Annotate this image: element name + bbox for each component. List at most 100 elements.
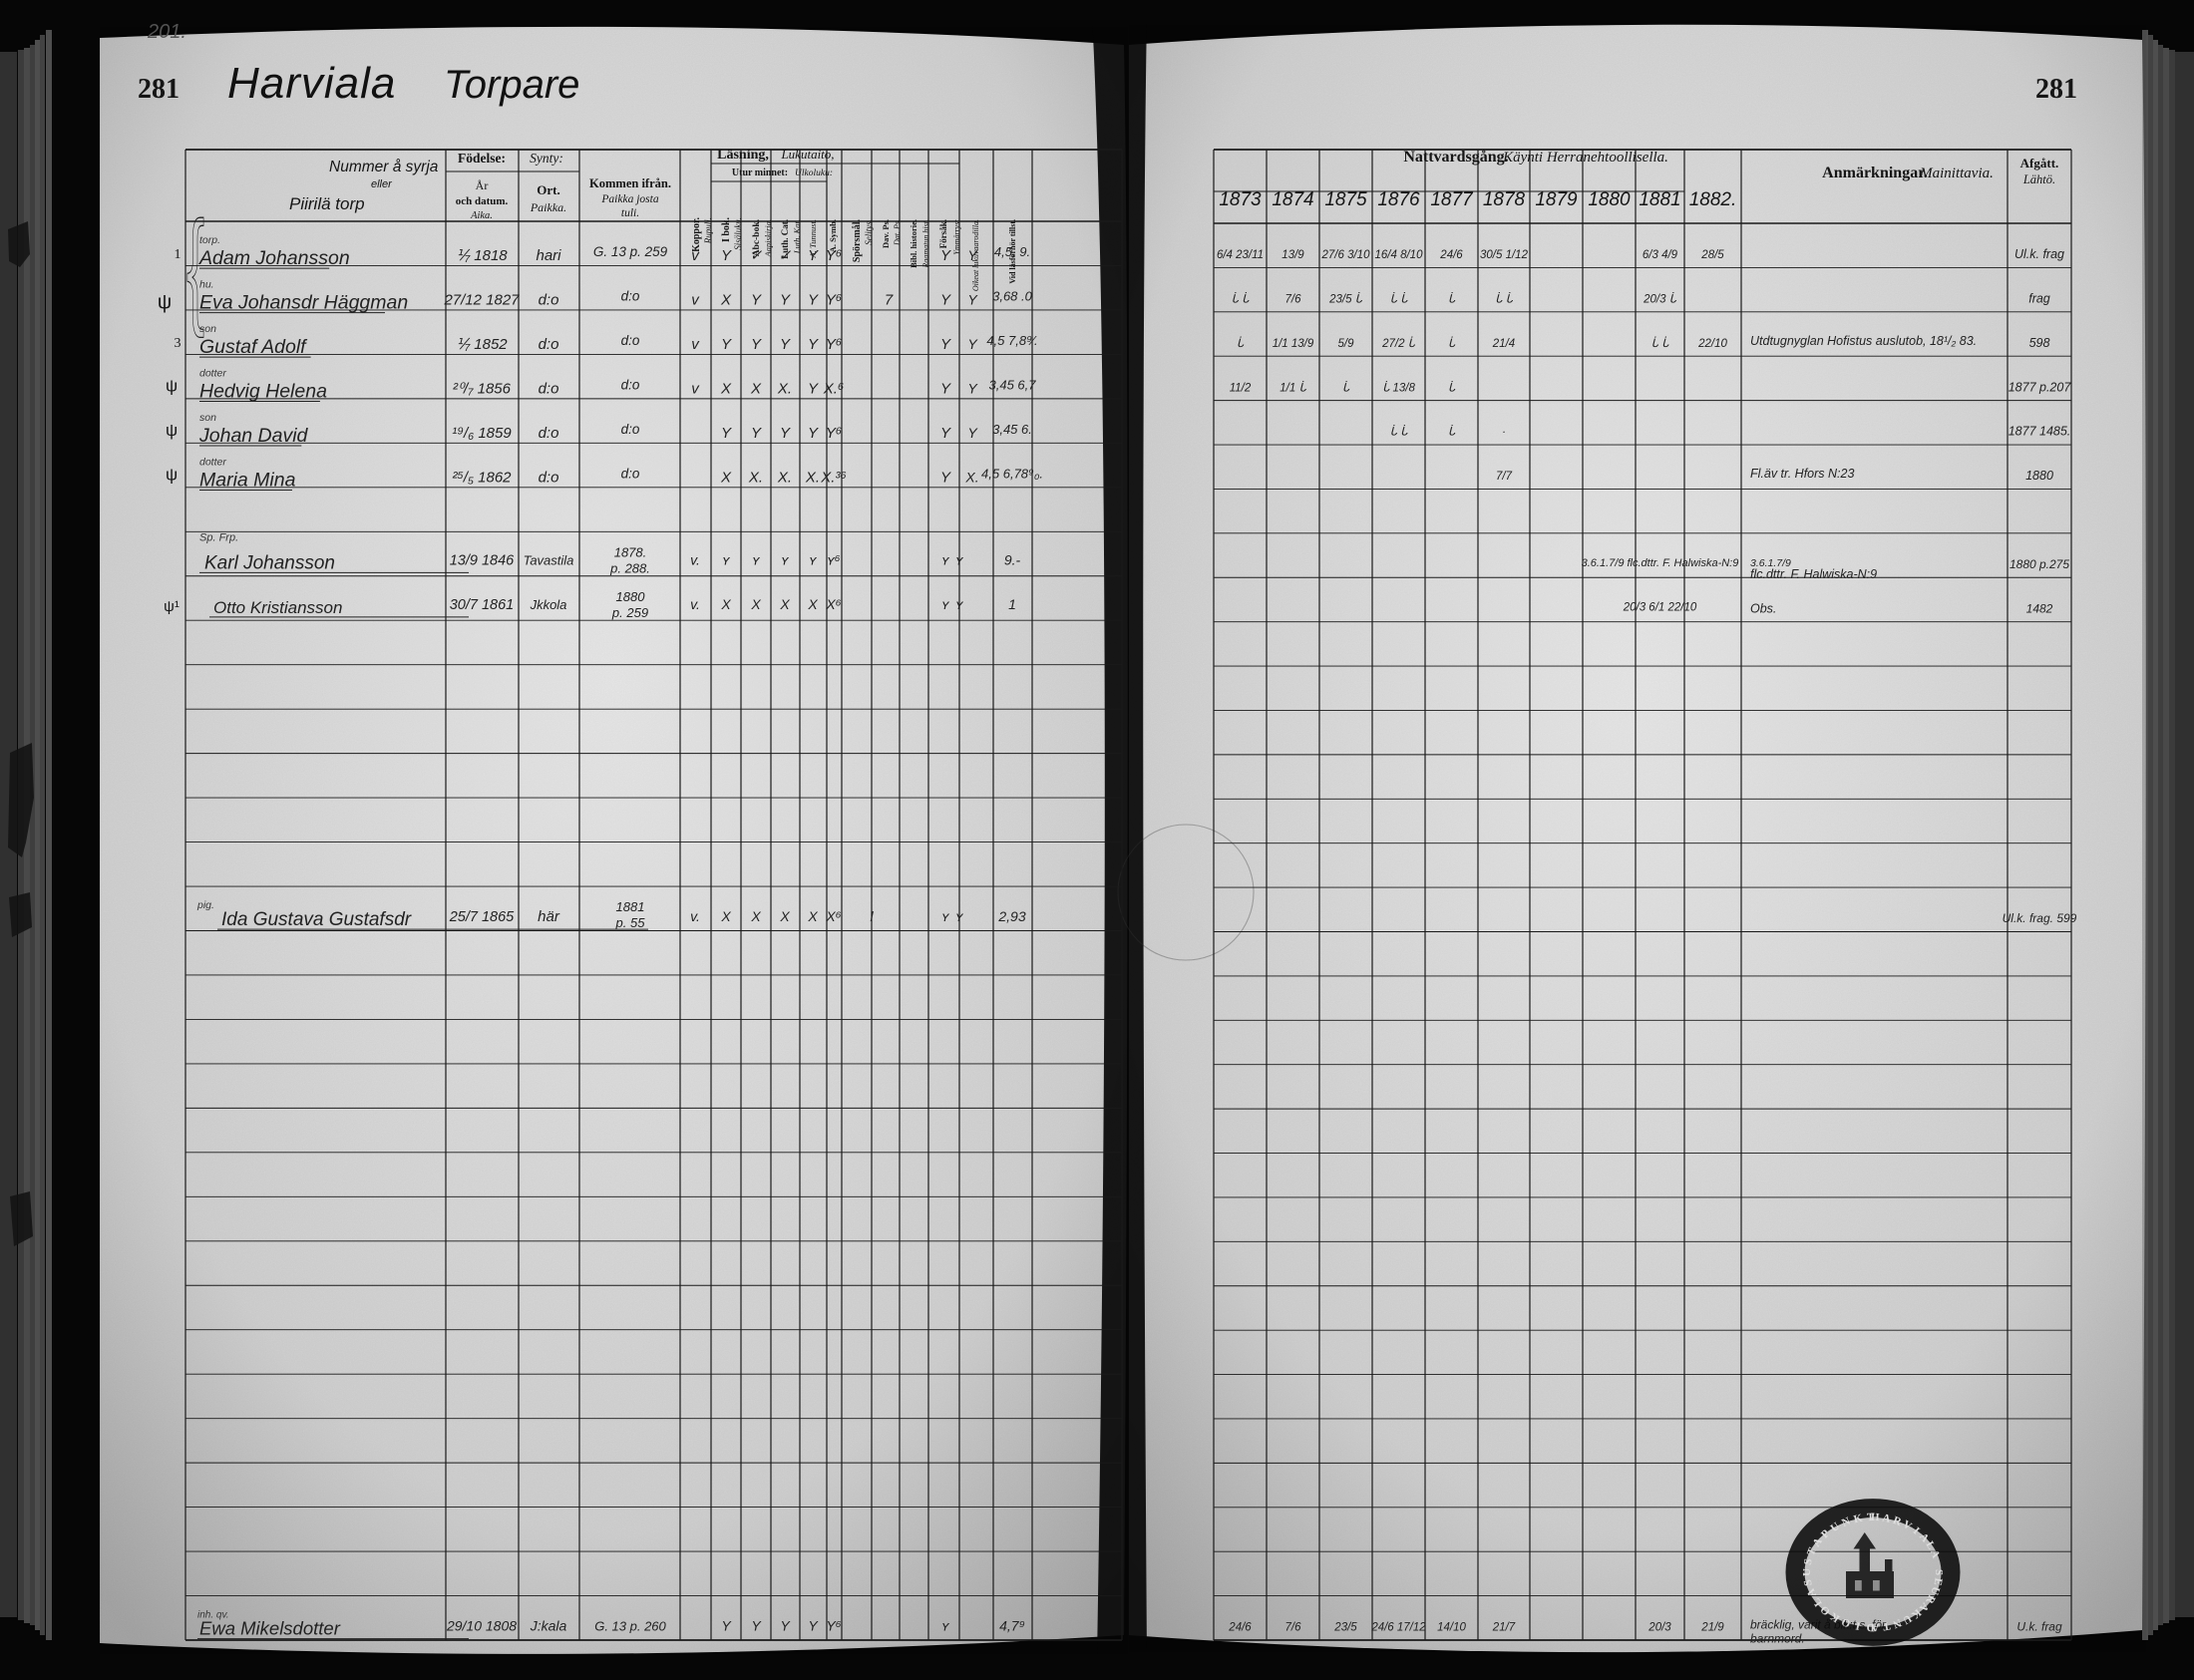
svg-text:X.: X.: [805, 469, 820, 486]
svg-text:29/10 1808: 29/10 1808: [446, 1618, 517, 1634]
svg-text:Y⁶: Y⁶: [826, 1618, 841, 1634]
svg-text:13/9 1846: 13/9 1846: [450, 552, 515, 568]
svg-text:Y: Y: [721, 247, 732, 264]
svg-text:7/6: 7/6: [1285, 293, 1302, 305]
svg-text:d:o: d:o: [539, 469, 559, 486]
svg-text:1: 1: [1008, 596, 1016, 612]
svg-text:Aika.: Aika.: [470, 210, 493, 221]
svg-text:✓: ✓: [779, 247, 792, 264]
svg-text:Harviala: Harviala: [227, 59, 396, 108]
svg-text:d:o: d:o: [539, 425, 559, 442]
svg-text:24/6: 24/6: [1228, 1622, 1252, 1634]
svg-text:Y: Y: [808, 425, 819, 442]
svg-text:Piirilä torp: Piirilä torp: [289, 194, 365, 213]
svg-text:p. 55: p. 55: [615, 915, 646, 930]
svg-text:24/6 17/12: 24/6 17/12: [1370, 1622, 1426, 1634]
svg-text:son: son: [199, 323, 216, 335]
svg-text:p. 288.: p. 288.: [609, 560, 650, 575]
svg-text:1880: 1880: [1588, 189, 1631, 210]
svg-text:Fl.äv tr. Hfors N:23: Fl.äv tr. Hfors N:23: [1750, 467, 1854, 481]
svg-text:1876: 1876: [1377, 189, 1420, 210]
svg-text:1482: 1482: [2026, 601, 2053, 615]
svg-text:Obs.: Obs.: [1750, 601, 1776, 615]
svg-text:Luth. Kat.: Luth. Kat.: [792, 219, 802, 254]
svg-text:Selitys.: Selitys.: [864, 219, 874, 245]
svg-text:U.k. frag: U.k. frag: [2016, 1620, 2062, 1634]
svg-text:X: X: [807, 908, 818, 924]
svg-text:d:o: d:o: [621, 422, 640, 437]
svg-text:6/3 4/9: 6/3 4/9: [1643, 249, 1678, 261]
svg-text:22/10: 22/10: [1697, 338, 1727, 350]
svg-text:Dav. Ps.: Dav. Ps.: [881, 219, 891, 248]
svg-text:son: son: [199, 412, 216, 424]
svg-text:H: H: [1871, 1512, 1880, 1523]
svg-text:Paikka josta: Paikka josta: [600, 193, 658, 205]
svg-text:1880 p.275: 1880 p.275: [2010, 557, 2069, 571]
svg-text:Rupuli.: Rupuli.: [703, 217, 713, 244]
svg-text:Jkkola: Jkkola: [530, 597, 567, 612]
svg-text:21/9: 21/9: [1700, 1622, 1724, 1634]
svg-text:Y: Y: [751, 425, 762, 442]
svg-text:ᒑ: ᒑ: [1448, 336, 1456, 350]
svg-text:X: X: [750, 908, 761, 924]
svg-text:Paikka.: Paikka.: [530, 200, 566, 214]
svg-text:3.6.1.7/9 flc.dttr. F. Halwisk: 3.6.1.7/9 flc.dttr. F. Halwiska-N:9: [1582, 557, 1739, 569]
svg-text:ʏ⁶: ʏ⁶: [827, 551, 840, 567]
svg-text:Y: Y: [940, 469, 951, 486]
svg-text:1881: 1881: [1639, 189, 1680, 210]
svg-text:Y: Y: [808, 336, 819, 353]
svg-text:Y: Y: [808, 247, 819, 264]
svg-text:30/5 1/12: 30/5 1/12: [1480, 249, 1529, 261]
svg-text:Otto Kristiansson: Otto Kristiansson: [213, 598, 342, 617]
svg-text:20/3 ᒑ: 20/3 ᒑ: [1643, 291, 1677, 305]
svg-text:1877 1485.: 1877 1485.: [2009, 425, 2071, 439]
svg-text:ᒑ: ᒑ: [1448, 425, 1456, 439]
svg-text:X⁶: X⁶: [825, 596, 841, 612]
svg-text:7/7: 7/7: [1496, 471, 1513, 483]
svg-text:21/4: 21/4: [1492, 338, 1515, 350]
svg-text:dotter: dotter: [199, 456, 226, 468]
svg-text:ψ: ψ: [166, 465, 178, 484]
svg-text:Lukutaito,: Lukutaito,: [780, 147, 834, 162]
svg-text:ψ: ψ: [166, 421, 178, 440]
svg-text:Synty:: Synty:: [530, 151, 563, 166]
svg-text:Aapiskirja.: Aapiskirja.: [763, 219, 773, 258]
svg-text:ᒑ ᒑ: ᒑ ᒑ: [1390, 425, 1408, 439]
svg-text:X: X: [807, 596, 818, 612]
svg-text:Gustaf Adolf: Gustaf Adolf: [199, 336, 308, 358]
svg-text:Torpare: Torpare: [444, 63, 579, 107]
svg-text:Nattvardsgång.: Nattvardsgång.: [1403, 149, 1508, 166]
svg-text:²⁰/₇ 1856: ²⁰/₇ 1856: [453, 381, 512, 398]
svg-text:Eva Johansdr Häggman: Eva Johansdr Häggman: [199, 292, 408, 314]
svg-text:Hedvig Helena: Hedvig Helena: [199, 381, 327, 403]
svg-text:X.: X.: [964, 469, 978, 485]
svg-text:5/9: 5/9: [1338, 338, 1355, 350]
svg-text:27/2 ᒑ: 27/2 ᒑ: [1381, 336, 1416, 350]
svg-text:14/10: 14/10: [1437, 1622, 1466, 1634]
svg-text:16/4 8/10: 16/4 8/10: [1375, 249, 1424, 261]
svg-text:21/7: 21/7: [1492, 1622, 1516, 1634]
svg-text:1874: 1874: [1272, 189, 1313, 210]
svg-text:ʏ: ʏ: [941, 1618, 949, 1634]
svg-text:3,68 .0: 3,68 .0: [992, 289, 1033, 304]
svg-text:1878: 1878: [1483, 189, 1526, 210]
svg-text:Nummer å syrja: Nummer å syrja: [329, 159, 439, 175]
svg-text:X.⁶: X.⁶: [823, 381, 844, 398]
svg-text:13/9: 13/9: [1281, 249, 1304, 261]
svg-text:1881: 1881: [616, 899, 645, 914]
svg-text:X: X: [720, 381, 732, 398]
svg-text:28/5: 28/5: [1700, 249, 1724, 261]
svg-text:ʏ: ʏ: [941, 551, 949, 567]
svg-text:barnmord.: barnmord.: [1750, 1632, 1805, 1646]
svg-text:X.: X.: [777, 469, 792, 486]
svg-text:Ymmärrys:: Ymmärrys:: [952, 219, 961, 255]
svg-text:X: X: [750, 596, 761, 612]
svg-text:Käynti Herranehtoollisella.: Käynti Herranehtoollisella.: [1502, 150, 1668, 166]
svg-text:Y: Y: [751, 336, 762, 353]
svg-text:598: 598: [2029, 336, 2050, 350]
svg-text:d:o: d:o: [621, 378, 640, 393]
svg-text:Ul.k. frag. 599: Ul.k. frag. 599: [2003, 911, 2077, 925]
svg-text:Maria Mina: Maria Mina: [199, 469, 296, 491]
svg-text:hu.: hu.: [199, 279, 214, 291]
svg-text:Adam Johansson: Adam Johansson: [198, 247, 350, 269]
